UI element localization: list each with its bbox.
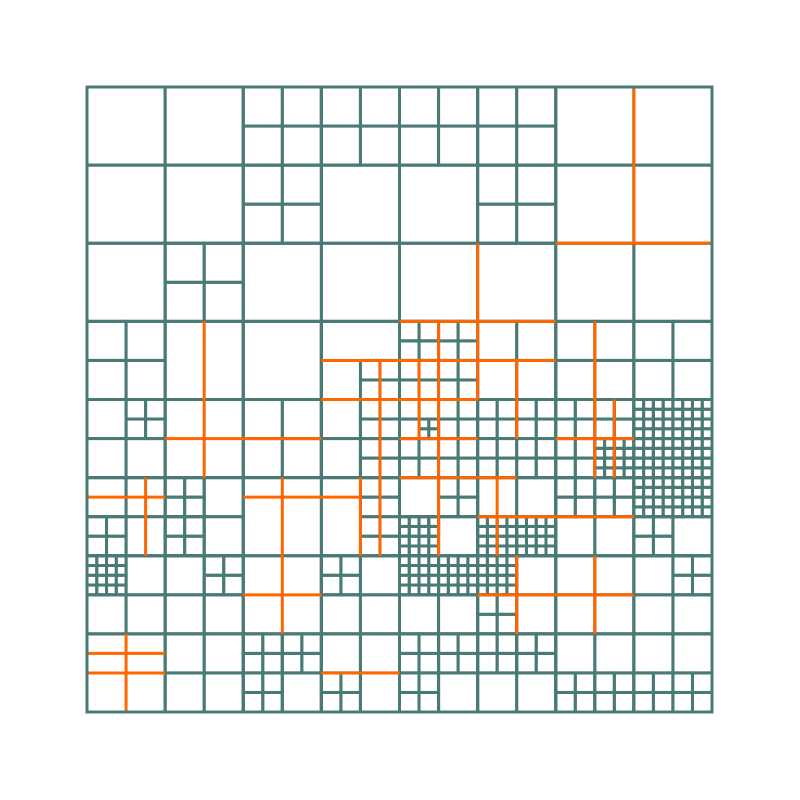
outer-boundary [85,85,714,714]
highlight-layer [87,87,712,712]
grid-cell [280,202,323,245]
grid-cell [544,544,558,558]
grid-cell [222,573,245,597]
grid-cell [651,534,675,558]
grid-cell [144,417,167,441]
grid-cell [622,466,636,480]
grid-cell [339,573,362,597]
grid-cell [114,583,128,597]
grid-cell [202,280,245,323]
grid-cell [515,202,558,245]
